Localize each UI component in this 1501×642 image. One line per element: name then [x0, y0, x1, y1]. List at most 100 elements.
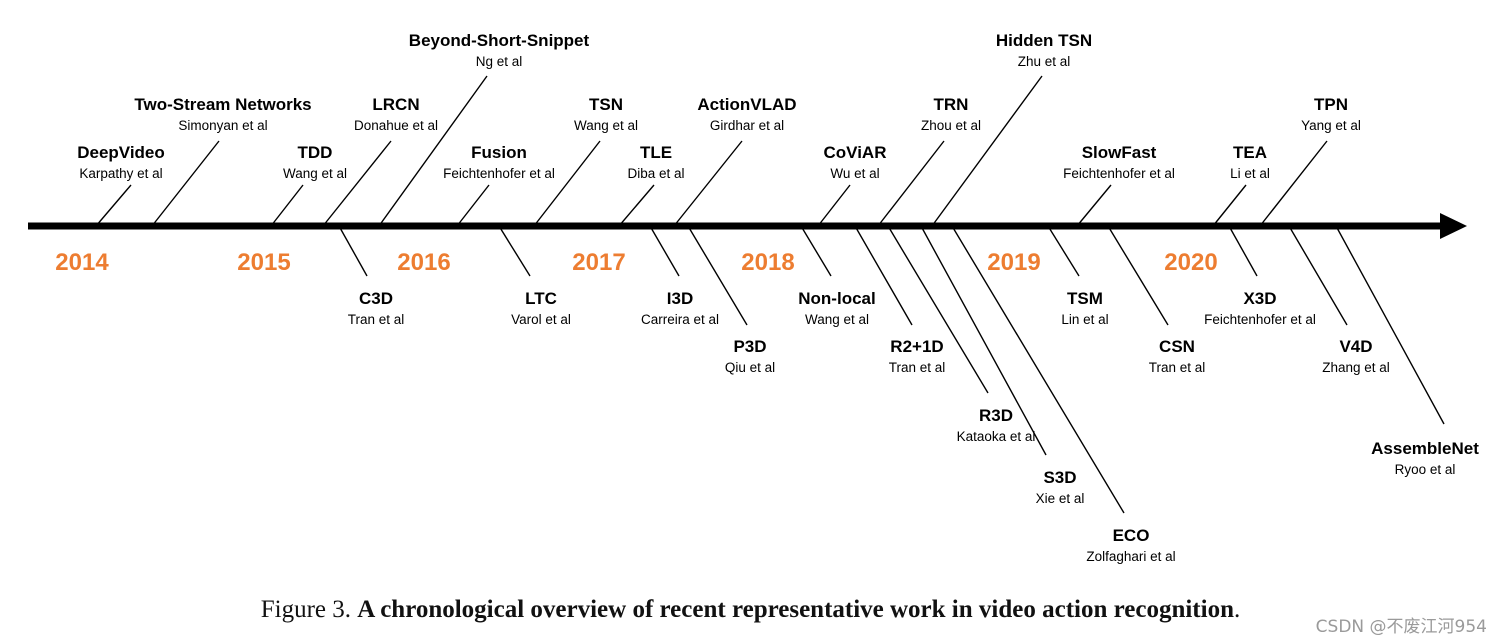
work-slowfast-above: SlowFast Feichtenhofer et al: [1063, 143, 1175, 181]
work-name: TSN: [589, 95, 623, 114]
work-authors: Zhu et al: [1018, 54, 1071, 69]
work-name: TSM: [1067, 289, 1103, 308]
work-v4d-below: V4D Zhang et al: [1322, 337, 1390, 375]
work-authors: Tran et al: [1149, 360, 1206, 375]
work-tsn-above: TSN Wang et al: [574, 95, 638, 133]
connector-lines: [95, 75, 1445, 514]
work-authors: Karpathy et al: [79, 166, 162, 181]
connector-trn: [877, 140, 945, 227]
connector-csn: [1107, 225, 1169, 326]
work-name: TPN: [1314, 95, 1348, 114]
work-name: DeepVideo: [77, 143, 165, 162]
year-label-2014: 2014: [55, 249, 109, 276]
work-authors: Feichtenhofer et al: [443, 166, 555, 181]
connector-tle: [618, 184, 655, 227]
connector-ltc: [498, 225, 531, 277]
work-name: P3D: [733, 337, 766, 356]
caption-prefix: Figure 3.: [260, 596, 358, 623]
work-c3d-below: C3D Tran et al: [348, 289, 405, 327]
connector-x3d: [1228, 225, 1258, 277]
work-authors: Wang et al: [283, 166, 347, 181]
work-authors: Feichtenhofer et al: [1063, 166, 1175, 181]
connector-c3d: [338, 225, 368, 277]
work-tea-above: TEA Li et al: [1230, 143, 1270, 181]
connector-tsm: [1047, 225, 1080, 277]
connector-tpn: [1259, 140, 1328, 227]
work-authors: Li et al: [1230, 166, 1270, 181]
work-name: AssembleNet: [1371, 439, 1479, 458]
connector-tea: [1212, 184, 1247, 227]
connector-tsn: [533, 140, 601, 227]
work-beyond-short-snippet-above: Beyond-Short-Snippet Ng et al: [409, 31, 590, 69]
work-authors: Wu et al: [830, 166, 879, 181]
work-name: X3D: [1243, 289, 1276, 308]
work-authors: Diba et al: [627, 166, 684, 181]
connector-actionvlad: [673, 140, 743, 227]
work-name: TRN: [934, 95, 969, 114]
work-eco-below: ECO Zolfaghari et al: [1086, 526, 1175, 564]
connector-coviar: [817, 184, 851, 227]
work-ltc-below: LTC Varol et al: [511, 289, 571, 327]
work-authors: Tran et al: [348, 312, 405, 327]
work-name: Two-Stream Networks: [134, 95, 311, 114]
work-labels: DeepVideo Karpathy et al Two-Stream Networ…: [77, 31, 1479, 564]
year-label-2019: 2019: [987, 249, 1040, 276]
work-name: TEA: [1233, 143, 1267, 162]
work-authors: Simonyan et al: [178, 118, 267, 133]
connector-s3d: [920, 225, 1047, 456]
work-coviar-above: CoViAR Wu et al: [824, 143, 887, 181]
work-authors: Tran et al: [889, 360, 946, 375]
work-r2-1d-below: R2+1D Tran et al: [889, 337, 946, 375]
connector-slowfast: [1076, 184, 1112, 227]
work-authors: Wang et al: [574, 118, 638, 133]
year-label-2020: 2020: [1164, 249, 1217, 276]
connector-assemblenet: [1335, 225, 1445, 425]
connector-r2-1d: [854, 225, 913, 326]
connector-r3d: [887, 225, 989, 394]
work-authors: Donahue et al: [354, 118, 438, 133]
connector-deepvideo: [95, 184, 132, 227]
work-tpn-above: TPN Yang et al: [1301, 95, 1361, 133]
caption-suffix: .: [1234, 596, 1241, 623]
work-authors: Varol et al: [511, 312, 571, 327]
work-name: SlowFast: [1082, 143, 1157, 162]
year-label-2016: 2016: [397, 249, 450, 276]
work-name: CSN: [1159, 337, 1195, 356]
connector-non-local: [800, 225, 832, 277]
work-hidden-tsn-above: Hidden TSN Zhu et al: [996, 31, 1092, 69]
work-lrcn-above: LRCN Donahue et al: [354, 95, 438, 133]
work-authors: Ng et al: [476, 54, 523, 69]
year-labels: 2014 2015 2016 2017 2018 2019 2020: [55, 249, 1217, 276]
year-label-2015: 2015: [237, 249, 290, 276]
work-authors: Zhou et al: [921, 118, 981, 133]
work-name: Hidden TSN: [996, 31, 1092, 50]
connector-tdd: [270, 184, 304, 227]
work-i3d-below: I3D Carreira et al: [641, 289, 719, 327]
watermark: CSDN @不废江河954: [1315, 617, 1487, 637]
work-name: S3D: [1043, 468, 1076, 487]
work-deepvideo-above: DeepVideo Karpathy et al: [77, 143, 165, 181]
figure-caption: Figure 3. A chronological overview of re…: [0, 596, 1501, 624]
work-s3d-below: S3D Xie et al: [1036, 468, 1085, 506]
work-csn-below: CSN Tran et al: [1149, 337, 1206, 375]
work-authors: Xie et al: [1036, 491, 1085, 506]
work-two-stream-networks-above: Two-Stream Networks Simonyan et al: [134, 95, 311, 133]
work-actionvlad-above: ActionVLAD Girdhar et al: [697, 95, 796, 133]
caption-title: A chronological overview of recent repre…: [357, 596, 1234, 623]
work-name: TLE: [640, 143, 672, 162]
work-tdd-above: TDD Wang et al: [283, 143, 347, 181]
year-label-2018: 2018: [741, 249, 794, 276]
work-name: C3D: [359, 289, 393, 308]
work-name: ECO: [1113, 526, 1150, 545]
timeline-arrowhead: [1440, 213, 1467, 239]
work-name: V4D: [1339, 337, 1372, 356]
work-name: Beyond-Short-Snippet: [409, 31, 590, 50]
work-name: TDD: [298, 143, 333, 162]
work-authors: Qiu et al: [725, 360, 775, 375]
work-authors: Carreira et al: [641, 312, 719, 327]
work-authors: Girdhar et al: [710, 118, 784, 133]
connector-v4d: [1288, 225, 1348, 326]
work-p3d-below: P3D Qiu et al: [725, 337, 775, 375]
work-authors: Zhang et al: [1322, 360, 1390, 375]
